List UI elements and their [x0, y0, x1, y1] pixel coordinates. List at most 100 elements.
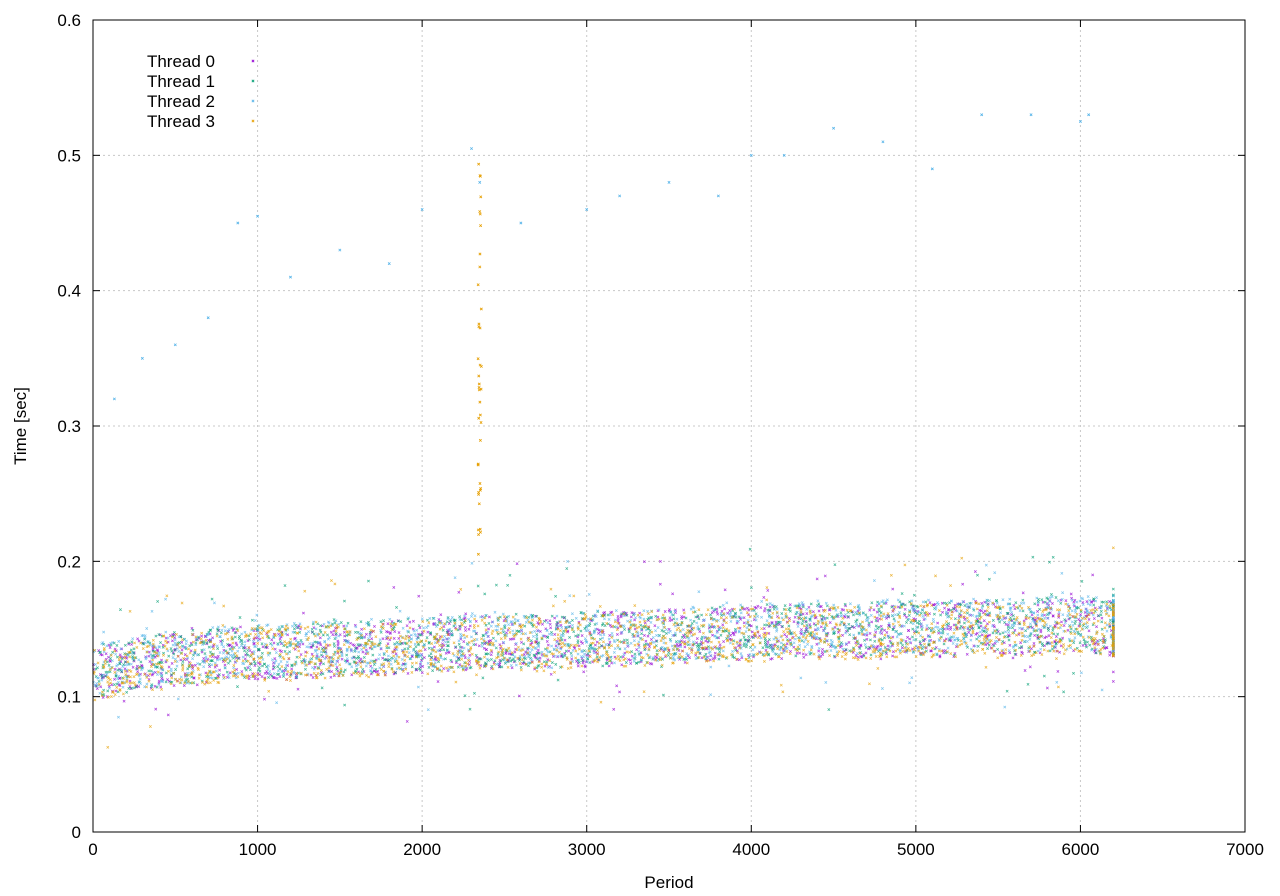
- data-point: [298, 622, 302, 626]
- data-point: [608, 633, 612, 637]
- data-point: [1026, 682, 1030, 686]
- data-point: [159, 685, 163, 689]
- data-point: [809, 602, 813, 606]
- data-point: [1033, 602, 1037, 606]
- data-point: [700, 613, 704, 617]
- data-point: [231, 670, 235, 674]
- data-point: [531, 634, 535, 638]
- data-point: [132, 681, 136, 685]
- data-point: [987, 643, 991, 647]
- data-point: [99, 653, 103, 656]
- data-point: [342, 624, 346, 628]
- data-point: [360, 627, 364, 631]
- data-point: [442, 667, 446, 671]
- data-point: [540, 665, 544, 669]
- data-point: [627, 630, 631, 634]
- data-point: [640, 632, 644, 636]
- data-point: [260, 626, 264, 630]
- data-point: [558, 629, 562, 633]
- data-point: [311, 641, 315, 645]
- data-point: [209, 628, 213, 632]
- data-point: [765, 619, 769, 623]
- data-point: [487, 621, 491, 625]
- data-point: [544, 618, 548, 622]
- data-point: [388, 632, 392, 636]
- data-point: [472, 623, 476, 627]
- data-point: [527, 615, 531, 619]
- data-point: [927, 598, 930, 602]
- data-point: [102, 693, 106, 697]
- data-point: [718, 643, 722, 647]
- data-point: [496, 623, 500, 626]
- data-point: [137, 685, 141, 689]
- data-point: [1047, 629, 1050, 632]
- data-point: [869, 613, 873, 617]
- data-point: [184, 642, 188, 646]
- data-point: [379, 628, 383, 632]
- data-point: [424, 639, 428, 643]
- data-point: [203, 682, 207, 686]
- data-point: [583, 652, 586, 656]
- data-point: [170, 661, 174, 665]
- data-point: [111, 650, 115, 654]
- data-point: [112, 683, 116, 687]
- data-point: [1045, 623, 1048, 627]
- data-point: [542, 669, 546, 673]
- data-point: [720, 609, 724, 613]
- data-point: [273, 657, 277, 661]
- data-point: [1018, 609, 1022, 613]
- data-point: [447, 667, 451, 671]
- data-point: [364, 632, 368, 636]
- data-point: [524, 632, 528, 636]
- data-point: [126, 663, 130, 667]
- data-point: [426, 672, 430, 676]
- data-point: [386, 622, 390, 626]
- data-point: [514, 641, 518, 645]
- data-point: [400, 657, 404, 661]
- data-point: [532, 623, 536, 627]
- data-point: [358, 659, 361, 663]
- data-point: [982, 619, 986, 623]
- data-point: [535, 635, 539, 639]
- data-point: [874, 624, 878, 628]
- data-point: [637, 640, 641, 644]
- data-point: [278, 675, 282, 679]
- data-point: [246, 639, 250, 643]
- data-point: [411, 619, 415, 623]
- data-point: [429, 652, 433, 656]
- data-point: [353, 644, 356, 647]
- data-point: [1040, 598, 1044, 602]
- data-point: [604, 643, 608, 647]
- data-point: [654, 614, 658, 618]
- data-point: [102, 648, 106, 652]
- data-point: [554, 594, 558, 598]
- data-point: [318, 636, 322, 640]
- data-point: [233, 635, 237, 639]
- data-point: [202, 665, 206, 669]
- data-point: [1105, 646, 1109, 650]
- data-point: [470, 614, 473, 618]
- data-point: [615, 684, 619, 688]
- data-point: [335, 672, 339, 676]
- data-point: [895, 635, 899, 639]
- data-point: [473, 617, 477, 621]
- data-point: [126, 660, 130, 664]
- data-point: [544, 635, 548, 638]
- data-point: [247, 646, 251, 650]
- data-point: [427, 646, 431, 650]
- data-point: [803, 645, 807, 649]
- data-point: [748, 623, 752, 627]
- data-point: [1048, 624, 1052, 628]
- data-point: [1007, 620, 1011, 624]
- data-point: [588, 661, 592, 665]
- data-point: [779, 641, 783, 645]
- data-point: [212, 601, 216, 605]
- data-point: [118, 653, 122, 657]
- data-point: [763, 638, 767, 642]
- data-point: [166, 713, 170, 717]
- data-point: [1072, 671, 1075, 675]
- data-point: [278, 637, 282, 641]
- data-point: [658, 559, 662, 563]
- data-point: [768, 602, 772, 606]
- data-point: [481, 676, 485, 680]
